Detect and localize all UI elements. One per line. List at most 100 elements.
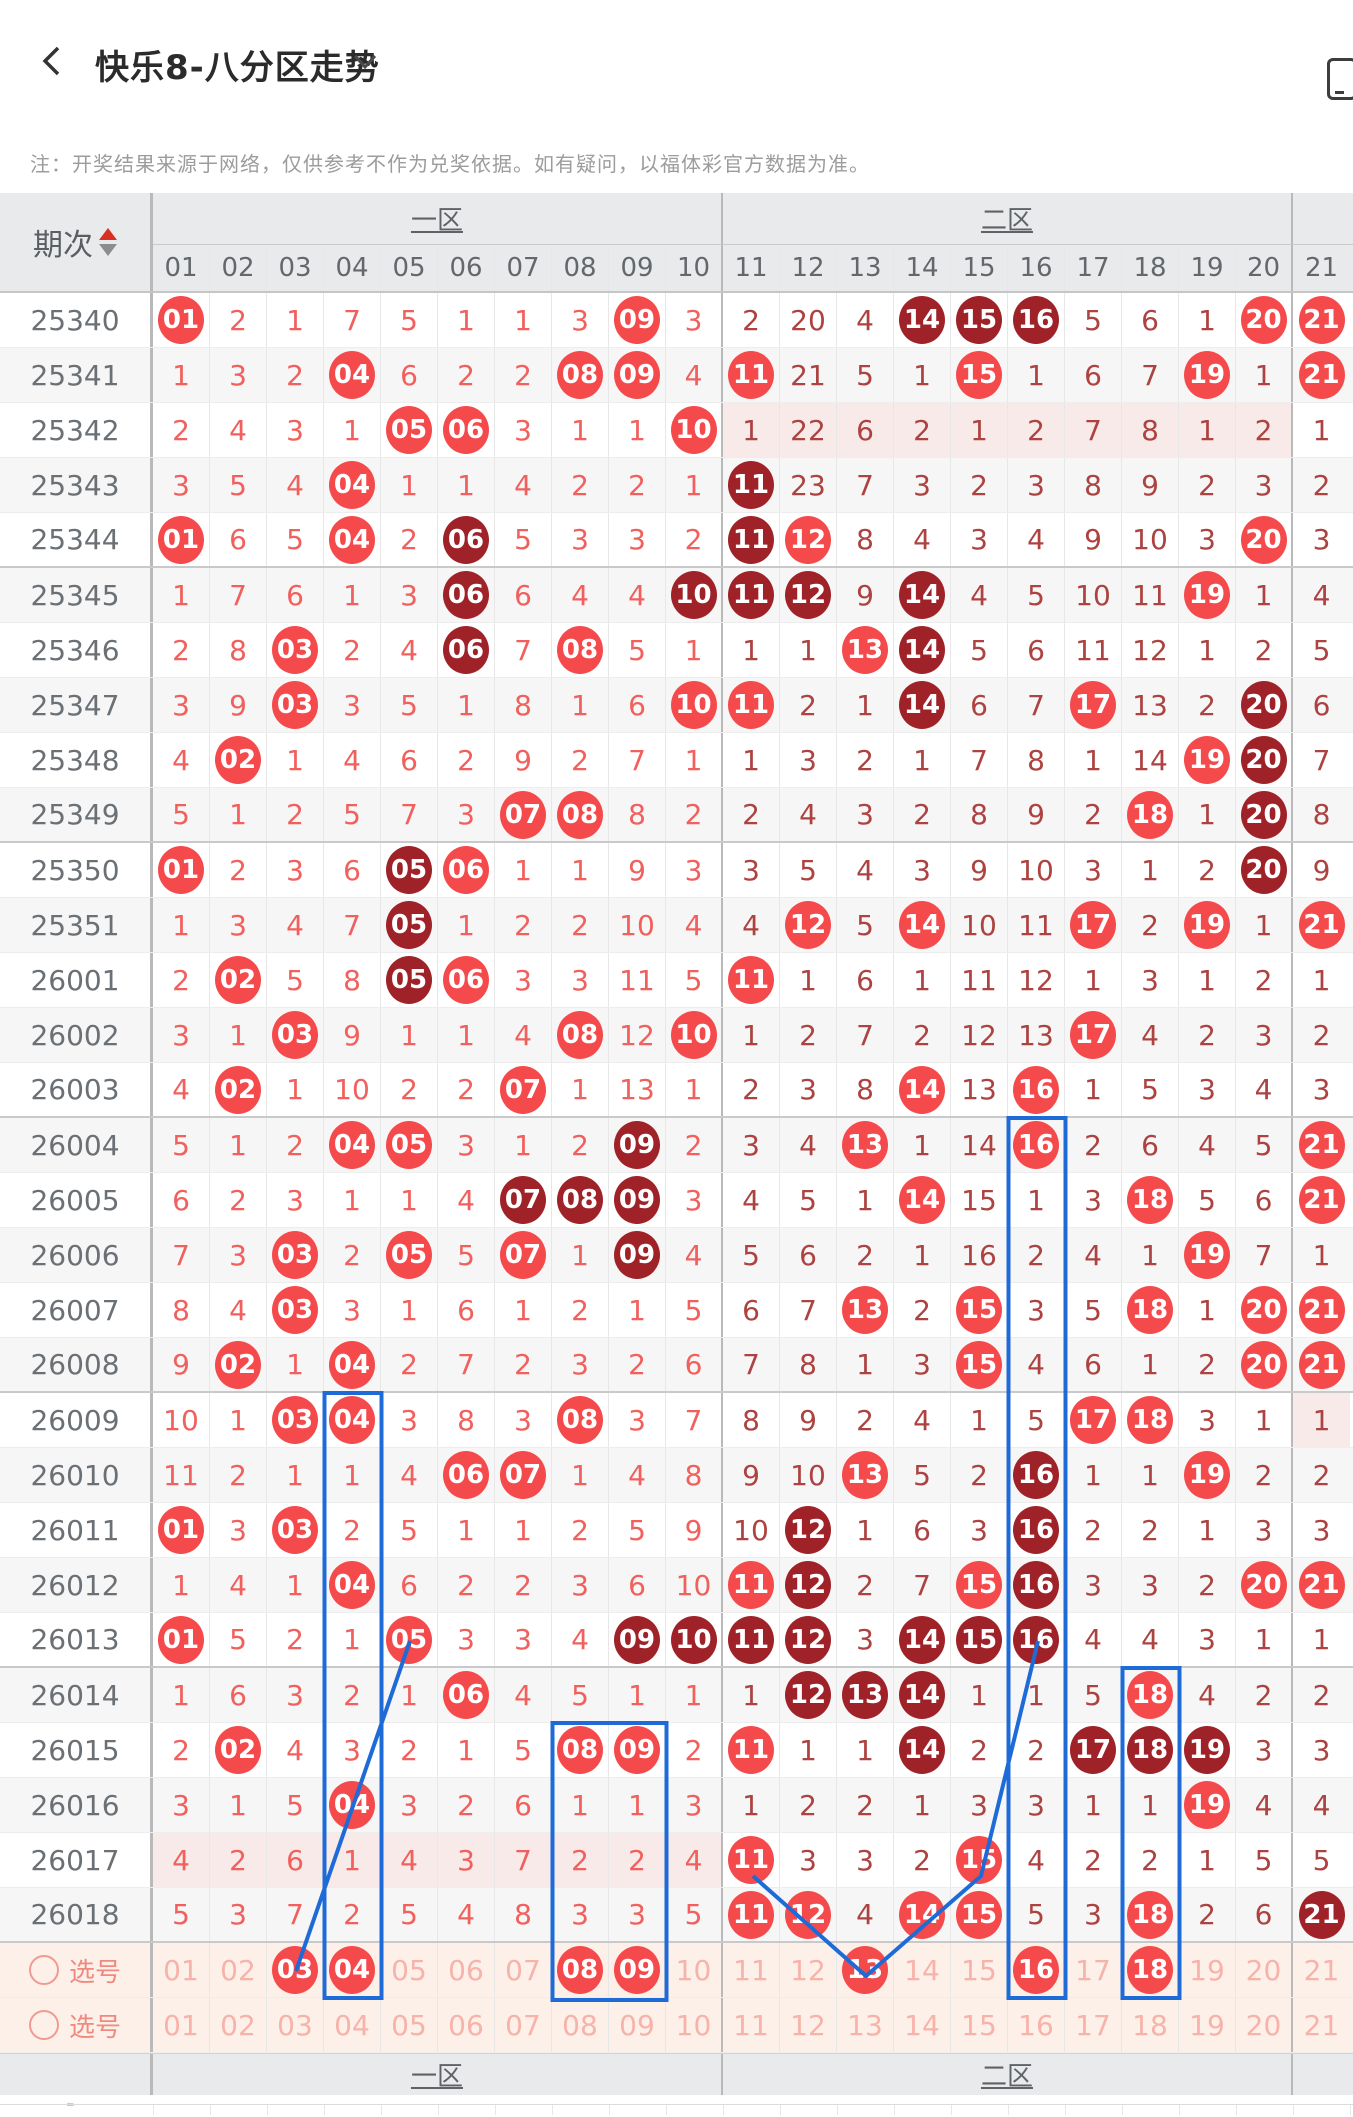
selectable-number[interactable]: 12 <box>790 1953 826 1987</box>
selectable-number[interactable]: 04 <box>334 2008 370 2042</box>
selection-number-14[interactable]: 14 <box>894 1998 951 2052</box>
selection-number-11[interactable]: 11 <box>723 1998 780 2052</box>
selection-number-16[interactable]: 16 <box>1008 1943 1065 1997</box>
selection-number-15[interactable]: 15 <box>951 1943 1008 1997</box>
selection-number-09[interactable]: 09 <box>609 1998 666 2052</box>
selectable-number[interactable]: 21 <box>1303 2008 1340 2042</box>
drawn-ball-repeat: 09 <box>614 1231 660 1279</box>
cell: 8 <box>1122 403 1179 457</box>
selection-number-16[interactable]: 16 <box>1008 1998 1065 2052</box>
selectable-number[interactable]: 10 <box>675 1953 712 1987</box>
selection-number-14[interactable]: 14 <box>894 1943 951 1997</box>
selection-number-06[interactable]: 06 <box>438 1998 495 2052</box>
selectable-number[interactable]: 14 <box>904 2008 940 2042</box>
selection-number-08[interactable]: 08 <box>552 1998 609 2052</box>
selectable-number[interactable]: 20 <box>1245 1953 1282 1987</box>
selection-number-07[interactable]: 07 <box>495 1943 552 1997</box>
selection-number-08[interactable]: 08 <box>552 1943 609 1997</box>
selection-number-02[interactable]: 02 <box>210 1943 267 1997</box>
selection-number-04[interactable]: 04 <box>324 1943 381 1997</box>
selectable-number[interactable]: 21 <box>1303 1953 1340 1987</box>
selection-number-18[interactable]: 18 <box>1122 1943 1179 1997</box>
selectable-number[interactable]: 01 <box>163 1953 199 1987</box>
selected-number-ball[interactable]: 16 <box>1013 1946 1059 1994</box>
selectable-number[interactable]: 20 <box>1245 2008 1282 2042</box>
selection-number-20[interactable]: 20 <box>1236 1998 1293 2052</box>
selectable-number[interactable]: 02 <box>220 2008 256 2042</box>
selection-number-05[interactable]: 05 <box>381 1943 438 1997</box>
selectable-number[interactable]: 06 <box>448 2008 484 2042</box>
selection-number-12[interactable]: 12 <box>780 1943 837 1997</box>
selection-number-18[interactable]: 18 <box>1122 1998 1179 2052</box>
selected-number-ball[interactable]: 09 <box>614 1946 660 1994</box>
selection-number-10[interactable]: 10 <box>666 1943 723 1997</box>
sort-control[interactable] <box>99 228 117 256</box>
omission-value: 5 <box>1254 1128 1273 1162</box>
selection-number-01[interactable]: 01 <box>153 1998 210 2052</box>
selectable-number[interactable]: 07 <box>505 1953 541 1987</box>
selectable-number[interactable]: 14 <box>904 1953 940 1987</box>
selectable-number[interactable]: 13 <box>847 2008 883 2042</box>
device-icon[interactable] <box>1327 58 1353 100</box>
selection-radio[interactable] <box>28 1955 59 1985</box>
selectable-number[interactable]: 05 <box>391 2008 427 2042</box>
page-title[interactable]: 快乐8-八分区走势 <box>95 48 380 88</box>
selection-number-12[interactable]: 12 <box>780 1998 837 2052</box>
cell: 1 <box>438 1723 495 1777</box>
selection-number-06[interactable]: 06 <box>438 1943 495 1997</box>
selection-number-21[interactable]: 21 <box>1293 1943 1350 1997</box>
selectable-number[interactable]: 10 <box>675 2008 712 2042</box>
selectable-number[interactable]: 08 <box>562 2008 598 2042</box>
selection-number-17[interactable]: 17 <box>1065 1998 1122 2052</box>
selectable-number[interactable]: 09 <box>619 2008 655 2042</box>
chevron-down-icon[interactable] <box>352 52 378 72</box>
selection-number-09[interactable]: 09 <box>609 1943 666 1997</box>
selectable-number[interactable]: 06 <box>448 1953 484 1987</box>
selectable-number[interactable]: 15 <box>961 1953 997 1987</box>
selectable-number[interactable]: 12 <box>790 2008 826 2042</box>
selection-number-03[interactable]: 03 <box>267 1998 324 2052</box>
selectable-number[interactable]: 03 <box>277 2008 313 2042</box>
selection-number-10[interactable]: 10 <box>666 1998 723 2052</box>
selected-number-ball[interactable]: 08 <box>557 1946 603 1994</box>
table-row-26012: 26012 1 4 1 04 6 2 2 3 6 10 11 12 2 7 15 16 3 3 2 20 21 <box>0 1558 1353 1613</box>
selectable-number[interactable]: 01 <box>163 2008 199 2042</box>
selection-number-02[interactable]: 02 <box>210 1998 267 2052</box>
selectable-number[interactable]: 05 <box>391 1953 427 1987</box>
selection-number-21[interactable]: 21 <box>1293 1998 1350 2052</box>
sort-desc-icon[interactable] <box>99 244 117 256</box>
sort-asc-icon[interactable] <box>99 228 117 240</box>
selection-number-05[interactable]: 05 <box>381 1998 438 2052</box>
selectable-number[interactable]: 19 <box>1189 2008 1225 2042</box>
selection-radio[interactable] <box>28 2010 59 2040</box>
selectable-number[interactable]: 11 <box>733 2008 769 2042</box>
selectable-number[interactable]: 19 <box>1189 1953 1225 1987</box>
selection-number-07[interactable]: 07 <box>495 1998 552 2052</box>
selection-number-17[interactable]: 17 <box>1065 1943 1122 1997</box>
selection-number-13[interactable]: 13 <box>837 1998 894 2052</box>
selectable-number[interactable]: 16 <box>1018 2008 1054 2042</box>
selection-number-19[interactable]: 19 <box>1179 1998 1236 2052</box>
selected-number-ball[interactable]: 04 <box>329 1946 375 1994</box>
selected-number-ball[interactable]: 18 <box>1127 1946 1173 1994</box>
selection-number-11[interactable]: 11 <box>723 1943 780 1997</box>
selectable-number[interactable]: 15 <box>961 2008 997 2042</box>
cell: 3 <box>324 678 381 732</box>
selection-number-01[interactable]: 01 <box>153 1943 210 1997</box>
selection-number-03[interactable]: 03 <box>267 1943 324 1997</box>
selectable-number[interactable]: 02 <box>220 1953 256 1987</box>
selectable-number[interactable]: 11 <box>733 1953 769 1987</box>
selected-number-ball[interactable]: 13 <box>842 1946 888 1994</box>
selection-number-13[interactable]: 13 <box>837 1943 894 1997</box>
selectable-number[interactable]: 07 <box>505 2008 541 2042</box>
selected-number-ball[interactable]: 03 <box>272 1946 318 1994</box>
cell: 3 <box>780 1833 837 1887</box>
selectable-number[interactable]: 18 <box>1132 2008 1168 2042</box>
selection-number-19[interactable]: 19 <box>1179 1943 1236 1997</box>
selection-number-04[interactable]: 04 <box>324 1998 381 2052</box>
selectable-number[interactable]: 17 <box>1075 1953 1111 1987</box>
selectable-number[interactable]: 17 <box>1075 2008 1111 2042</box>
selection-number-20[interactable]: 20 <box>1236 1943 1293 1997</box>
selection-number-15[interactable]: 15 <box>951 1998 1008 2052</box>
back-icon[interactable] <box>36 44 70 78</box>
